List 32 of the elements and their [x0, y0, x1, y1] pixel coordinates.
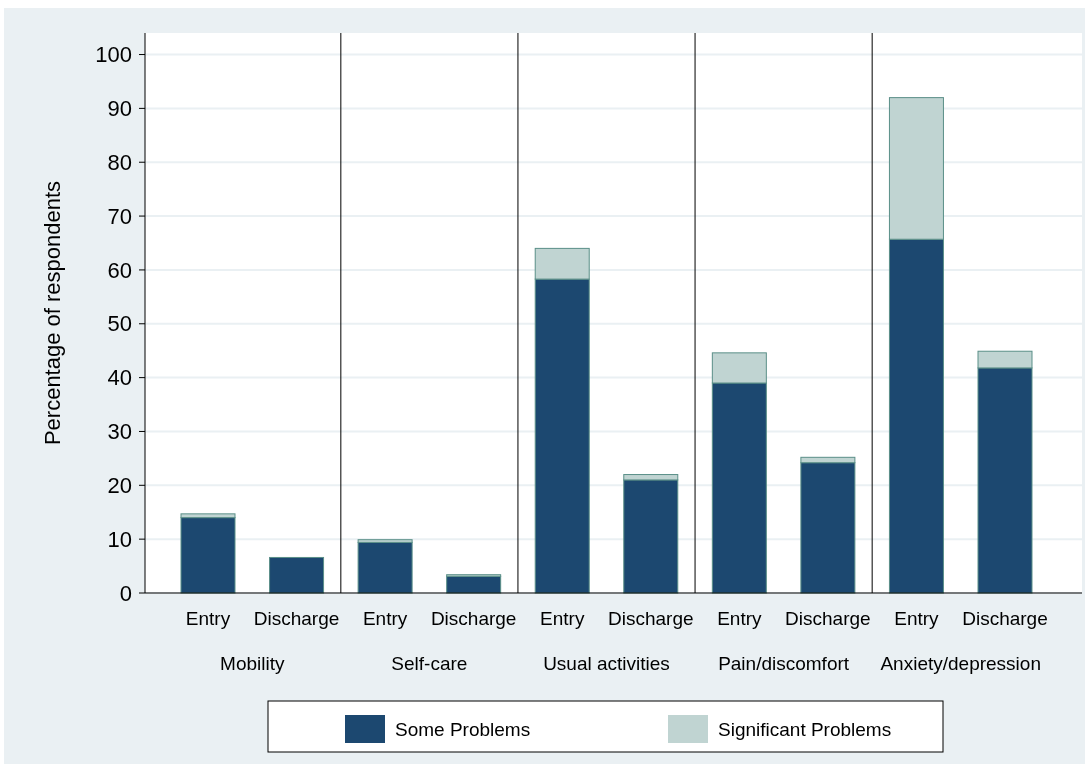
bar — [180, 517, 236, 594]
x-tick-label: Entry — [894, 608, 940, 629]
x-tick-label: Entry — [362, 608, 408, 629]
bar — [269, 556, 325, 594]
y-tick-label: 10 — [107, 526, 132, 552]
y-tick-label: 100 — [95, 42, 132, 68]
legend-label: Significant Problems — [718, 718, 892, 740]
y-tick-label: 60 — [107, 257, 132, 283]
y-tick-label: 70 — [107, 203, 132, 229]
y-axis-title: Percentage of respondents — [40, 180, 65, 446]
y-tick-label: 20 — [107, 473, 132, 499]
text: Self-care — [391, 653, 468, 674]
text: Usual activities — [543, 653, 670, 674]
x-tick-label: Discharge — [430, 608, 517, 629]
y-tick-label: 50 — [107, 311, 132, 337]
text: Anxiety/depression — [880, 653, 1041, 674]
bar — [357, 541, 413, 594]
y-tick-label: 0 — [119, 580, 132, 606]
text: Pain/discomfort — [718, 653, 850, 674]
x-tick-label: Entry — [540, 608, 585, 629]
x-tick-label: Entry — [185, 608, 231, 629]
y-tick-label: 40 — [107, 365, 132, 391]
x-tick-label: Discharge — [785, 608, 871, 629]
y-tick-label: 90 — [107, 96, 132, 122]
x-tick-label: Discharge — [253, 608, 340, 629]
legend-label: Some Problems — [395, 718, 531, 740]
y-tick-label: 30 — [107, 419, 132, 445]
x-tick-label: Discharge — [608, 608, 694, 629]
text: Mobility — [220, 653, 285, 674]
x-tick-label: Entry — [717, 608, 762, 629]
y-tick-label: 80 — [107, 149, 132, 175]
x-tick-label: Discharge — [962, 608, 1048, 629]
